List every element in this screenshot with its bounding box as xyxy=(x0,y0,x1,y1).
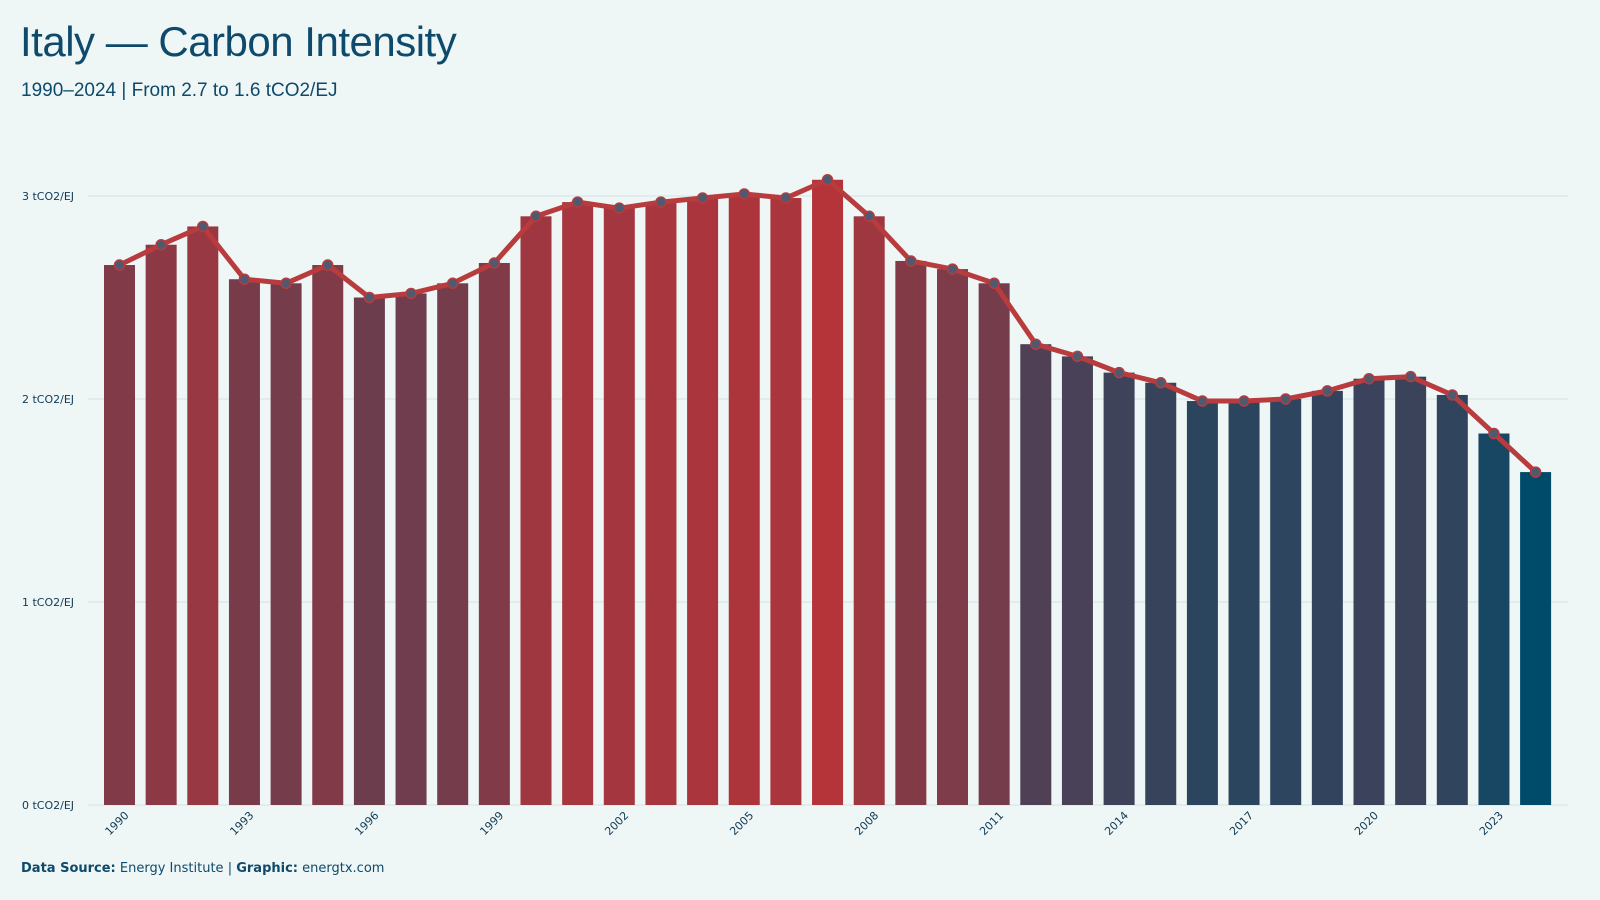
bar-1999 xyxy=(478,262,510,805)
chart-subtitle: 1990–2024 | From 2.7 to 1.6 tCO2/EJ xyxy=(21,80,338,101)
point-2023 xyxy=(1488,427,1500,440)
x-tick-label: 1999 xyxy=(477,809,506,838)
x-tick-label: 2002 xyxy=(602,809,631,838)
graphic-label: Graphic: xyxy=(236,861,298,876)
y-axis-ticks: 0 tCO2/EJ 1 tCO2/EJ 2 tCO2/EJ 3 tCO2/EJ xyxy=(22,190,74,812)
y-tick-label: 3 tCO2/EJ xyxy=(22,190,74,203)
bar-2005 xyxy=(728,193,760,806)
bar-2013 xyxy=(1061,356,1093,805)
bar-1993 xyxy=(228,279,260,806)
point-2016 xyxy=(1196,395,1209,407)
point-2005 xyxy=(738,188,750,200)
bar-2006 xyxy=(770,198,802,805)
x-tick-label: 1993 xyxy=(227,809,256,838)
footer-separator: | xyxy=(227,861,233,876)
bar-2019 xyxy=(1311,390,1343,805)
bar-2015 xyxy=(1145,382,1177,805)
x-tick-label: 2008 xyxy=(852,809,881,838)
point-1990 xyxy=(113,259,126,271)
point-1994 xyxy=(280,277,292,290)
bar-2002 xyxy=(603,208,635,805)
point-1999 xyxy=(488,257,501,269)
bar-2018 xyxy=(1270,399,1302,805)
point-2024 xyxy=(1529,466,1542,478)
point-2020 xyxy=(1363,372,1375,385)
x-tick-label: 2005 xyxy=(727,809,756,838)
point-2004 xyxy=(696,192,709,204)
point-2012 xyxy=(1030,338,1042,350)
point-2009 xyxy=(905,255,917,267)
bar-1990 xyxy=(104,265,135,805)
point-2014 xyxy=(1113,366,1125,379)
y-tick-label: 1 tCO2/EJ xyxy=(22,596,74,609)
point-2008 xyxy=(863,210,875,223)
bar-2007 xyxy=(812,179,844,805)
point-2015 xyxy=(1155,377,1167,389)
bar-2004 xyxy=(687,198,719,805)
bar-1994 xyxy=(270,283,302,805)
bar-2014 xyxy=(1103,372,1135,805)
bar-1997 xyxy=(395,293,427,805)
y-tick-label: 2 tCO2/EJ xyxy=(22,393,74,406)
point-1991 xyxy=(155,238,167,251)
x-tick-label: 2020 xyxy=(1352,809,1381,838)
bar-2023 xyxy=(1478,433,1510,805)
bar-layer xyxy=(104,179,1552,806)
source-value: Energy Institute xyxy=(119,861,224,876)
point-1997 xyxy=(405,287,417,300)
point-1996 xyxy=(363,291,376,304)
x-tick-label: 2014 xyxy=(1102,809,1131,838)
bar-2021 xyxy=(1395,376,1427,805)
y-tick-label: 0 tCO2/EJ xyxy=(22,799,74,812)
point-1992 xyxy=(197,220,209,233)
bar-2011 xyxy=(978,283,1010,805)
bar-2020 xyxy=(1353,378,1385,805)
bar-2016 xyxy=(1186,401,1218,805)
x-tick-label: 1990 xyxy=(103,809,132,838)
point-2011 xyxy=(988,277,1000,290)
bar-1992 xyxy=(187,226,219,805)
chart-title: Italy — Carbon Intensity xyxy=(20,18,457,65)
bar-2017 xyxy=(1228,401,1260,805)
point-2021 xyxy=(1404,370,1417,383)
x-tick-label: 2023 xyxy=(1477,809,1506,838)
x-tick-label: 1996 xyxy=(352,809,381,838)
bar-1991 xyxy=(145,244,177,806)
footer: Data Source: Energy Institute | Graphic:… xyxy=(21,861,384,876)
bar-2008 xyxy=(853,216,885,806)
x-tick-label: 2017 xyxy=(1227,809,1256,838)
point-1993 xyxy=(238,273,251,285)
point-1995 xyxy=(322,259,334,271)
point-2013 xyxy=(1071,350,1084,363)
line-layer xyxy=(113,174,1542,478)
point-2018 xyxy=(1279,393,1292,405)
point-1998 xyxy=(446,277,459,290)
point-2006 xyxy=(780,192,792,204)
point-2007 xyxy=(821,174,834,186)
point-2003 xyxy=(655,196,667,208)
bar-2012 xyxy=(1020,344,1052,805)
point-2022 xyxy=(1446,389,1459,401)
point-2002 xyxy=(613,202,626,214)
bar-2003 xyxy=(645,202,677,806)
x-axis-ticks: 1990 1993 1996 1999 2002 2005 2008 2011 2014 2017… xyxy=(103,809,1506,838)
source-label: Data Source: xyxy=(21,861,116,876)
bar-1995 xyxy=(312,265,344,805)
point-2000 xyxy=(530,210,542,223)
graphic-value: energtx.com xyxy=(302,861,385,876)
point-2019 xyxy=(1321,385,1334,397)
bar-2001 xyxy=(562,202,594,806)
bar-2022 xyxy=(1436,394,1468,805)
point-2001 xyxy=(571,196,584,208)
bar-2009 xyxy=(895,260,927,806)
x-tick-label: 2011 xyxy=(977,809,1006,838)
bar-1998 xyxy=(437,283,469,805)
bar-2000 xyxy=(520,216,552,806)
point-2010 xyxy=(946,263,959,275)
bar-1996 xyxy=(353,297,385,805)
bar-2010 xyxy=(937,269,968,806)
point-2017 xyxy=(1238,395,1250,407)
bar-2024 xyxy=(1520,472,1552,805)
